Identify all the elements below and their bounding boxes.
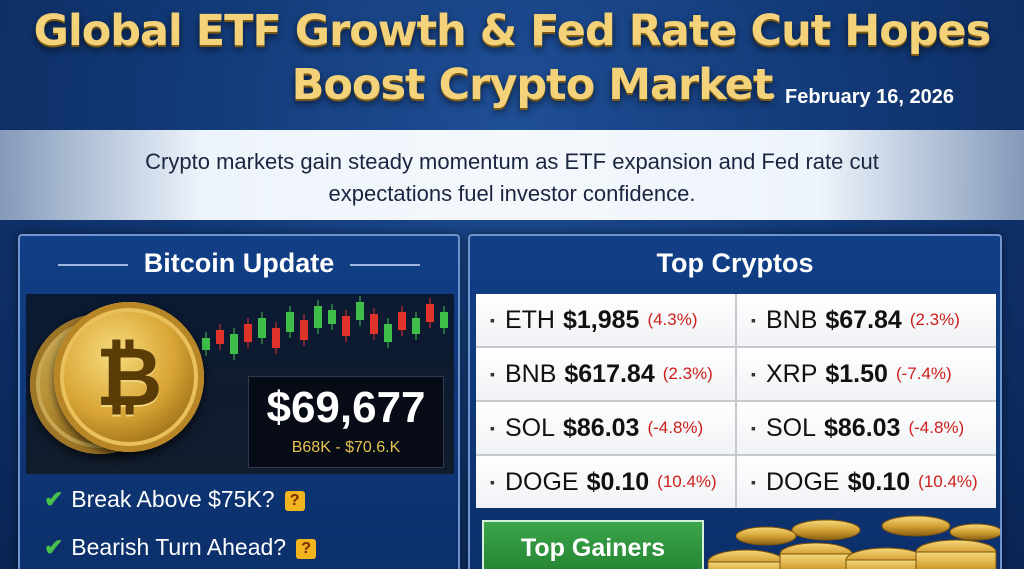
candle-body [426, 304, 434, 322]
crypto-change: (2.3%) [909, 310, 960, 329]
crypto-change: (10.4%) [657, 472, 717, 491]
crypto-cell-sol: ▪ SOL $86.03 (-4.8%) [737, 402, 996, 454]
subtitle-band [0, 130, 1024, 220]
candle-body [328, 310, 336, 324]
candle-body [230, 334, 238, 354]
crypto-price: $0.10 [586, 467, 650, 496]
crypto-change: (4.3%) [647, 310, 698, 329]
check-label-1: Break Above $75K? [71, 486, 275, 512]
bitcoin-visual: ₿ $69,677 B68K - $70.6.K [26, 294, 454, 474]
candle-body [286, 312, 294, 332]
candle-body [244, 324, 252, 342]
crypto-change: (2.3%) [662, 364, 713, 383]
crypto-change: (-4.8%) [647, 418, 704, 437]
check-item-1: ✔ Break Above $75K?? [44, 486, 305, 513]
checkmark-icon: ✔ [44, 534, 64, 560]
date-label: • February 16, 2026 [768, 86, 954, 109]
crypto-symbol: SOL [765, 413, 816, 442]
candle-body [412, 318, 420, 334]
crypto-symbol: DOGE [765, 467, 840, 496]
crypto-price: $0.10 [847, 467, 911, 496]
candle-body [258, 318, 266, 338]
candle-body [384, 324, 392, 342]
bitcoin-title-text: Bitcoin Update [143, 248, 335, 278]
bitcoin-panel-title: Bitcoin Update [20, 248, 458, 279]
crypto-symbol: BNB [504, 359, 557, 388]
bullet-icon: ▪ [751, 474, 756, 490]
crypto-price: $1.50 [825, 359, 888, 388]
question-icon: ? [284, 490, 305, 511]
top-gainers-button[interactable]: Top Gainers [482, 520, 704, 569]
crypto-cell-bnb: ▪ BNB $617.84 (2.3%) [476, 348, 735, 400]
title-rule-left [57, 263, 128, 266]
candle-body [398, 312, 406, 330]
candlestick-chart [202, 296, 448, 360]
gold-coins-pile [707, 515, 1000, 569]
bitcoin-panel: Bitcoin Update ₿ $69,677 B68K - $70.6.K … [18, 234, 460, 569]
crypto-cell-xrp: ▪ XRP $1.50 (-7.4%) [737, 348, 996, 400]
crypto-cell-doge: ▪ DOGE $0.10 (10.4%) [476, 456, 735, 508]
bullet-icon: ▪ [751, 366, 756, 382]
candle-body [342, 316, 350, 336]
crypto-cell-sol: ▪ SOL $86.03 (-4.8%) [476, 402, 735, 454]
candle-body [314, 306, 322, 328]
crypto-price: $617.84 [564, 359, 655, 388]
bullet-icon: ▪ [490, 366, 495, 382]
crypto-change: (-7.4%) [895, 364, 952, 383]
bitcoin-range: B68K - $70.6.K [291, 439, 401, 456]
crypto-change: (10.4%) [918, 472, 978, 491]
crypto-symbol: ETH [504, 305, 555, 334]
check-label-2: Bearish Turn Ahead? [71, 534, 287, 560]
bitcoin-price-box: $69,677 B68K - $70.6.K [248, 376, 444, 468]
crypto-price: $1,985 [562, 305, 640, 334]
crypto-symbol: XRP [765, 359, 818, 388]
crypto-cell-bnb: ▪ BNB $67.84 (2.3%) [737, 294, 996, 346]
bullet-icon: ▪ [490, 474, 495, 490]
bullet-icon: ▪ [490, 312, 495, 328]
crypto-cell-eth: ▪ ETH $1,985 (4.3%) [476, 294, 735, 346]
question-icon: ? [296, 538, 317, 559]
candle-body [272, 328, 280, 348]
checkmark-icon: ✔ [44, 486, 64, 512]
crypto-cell-doge: ▪ DOGE $0.10 (10.4%) [737, 456, 996, 508]
candle-body [216, 330, 224, 344]
headline-line-1: Global ETF Growth & Fed Rate Cut Hopes [33, 6, 992, 56]
bullet-icon: ▪ [751, 420, 756, 436]
crypto-change: (-4.8%) [908, 418, 965, 437]
bitcoin-price: $69,677 [266, 383, 426, 432]
crypto-price: $67.84 [825, 305, 902, 334]
candle-body [202, 338, 210, 350]
top-gainers-label: Top Gainers [520, 534, 665, 562]
candle-body [356, 302, 364, 320]
top-cryptos-panel: Top Cryptos ▪ ETH $1,985 (4.3%) ▪ BNB $67.84 (2… [468, 234, 1002, 569]
candle-body [440, 312, 448, 328]
headline-line-2: Boost Crypto Market [291, 60, 774, 110]
crypto-symbol: BNB [765, 305, 818, 334]
subtitle: Crypto markets gain steady momentum as E… [145, 149, 879, 206]
crypto-grid: ▪ ETH $1,985 (4.3%) ▪ BNB $67.84 (2.3%) ▪ BNB $617… [476, 294, 996, 508]
check-item-2: ✔ Bearish Turn Ahead?? [44, 534, 317, 561]
top-cryptos-title: Top Cryptos [656, 248, 814, 278]
candle-body [370, 314, 378, 334]
crypto-price: $86.03 [563, 413, 640, 442]
candle-body [300, 320, 308, 340]
date-separator: • [768, 86, 776, 108]
crypto-price: $86.03 [824, 413, 901, 442]
crypto-symbol: DOGE [504, 467, 579, 496]
headline: Global ETF Growth & Fed Rate Cut Hopes B… [0, 4, 1024, 112]
bitcoin-coin-icon: ₿ [54, 302, 204, 452]
bitcoin-symbol: ₿ [95, 329, 163, 425]
bullet-icon: ▪ [751, 312, 756, 328]
crypto-symbol: SOL [504, 413, 555, 442]
bullet-icon: ▪ [490, 420, 495, 436]
date-text: February 16, 2026 [785, 86, 955, 108]
title-rule-right [350, 263, 421, 266]
